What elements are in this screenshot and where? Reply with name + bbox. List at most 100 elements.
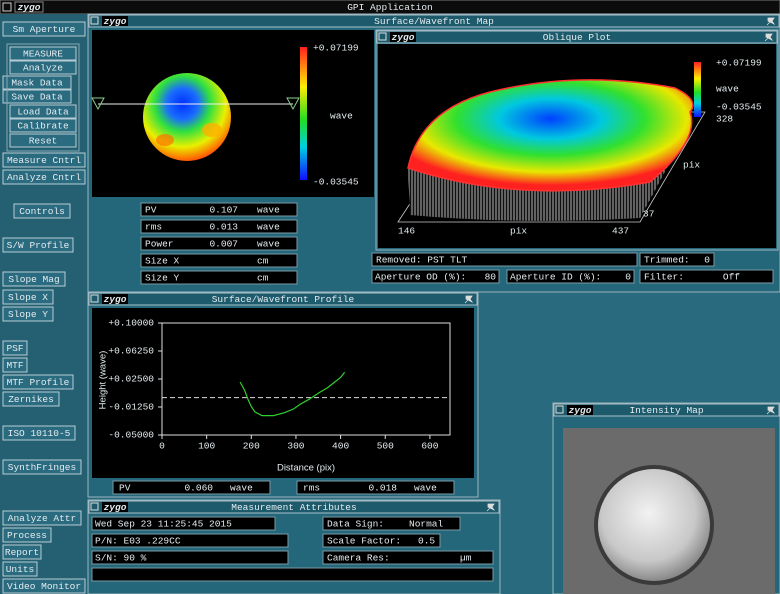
sidebar-button[interactable] xyxy=(2,289,54,305)
stat-unit: wave xyxy=(414,483,437,494)
stat-field xyxy=(112,480,271,495)
sidebar-button[interactable] xyxy=(2,425,76,441)
oblique-y-max: 328 xyxy=(716,114,733,125)
sidebar-button[interactable] xyxy=(2,459,82,475)
stat-unit: wave xyxy=(257,205,280,216)
sidebar-button-label: Report xyxy=(5,547,39,558)
map-blob xyxy=(202,123,222,137)
oblique-y-label: pix xyxy=(683,160,700,171)
logo-box xyxy=(567,405,593,415)
sidebar-button-label: Measure Cntrl xyxy=(7,155,81,166)
logo-box xyxy=(390,32,416,42)
window-title: Oblique Plot xyxy=(543,32,611,43)
pin-icon[interactable] xyxy=(486,503,496,512)
sidebar-button[interactable] xyxy=(13,203,71,219)
sidebar-button[interactable] xyxy=(9,104,77,119)
close-box[interactable] xyxy=(555,405,564,414)
stat-label: Size X xyxy=(145,256,180,267)
pin-icon[interactable] xyxy=(464,295,474,304)
sidebar-button-label: MTF xyxy=(6,360,23,371)
logo-box xyxy=(14,1,44,13)
colorbar xyxy=(300,47,307,180)
sidebar-button[interactable] xyxy=(2,75,72,90)
close-box[interactable] xyxy=(90,502,99,511)
trimmed-field xyxy=(639,252,715,267)
window-title: Intensity Map xyxy=(629,405,703,416)
stat-field xyxy=(140,270,298,285)
y-tick-label: +0.02500 xyxy=(108,374,154,385)
x-tick-label: 600 xyxy=(421,441,438,452)
sidebar-button[interactable] xyxy=(2,578,86,594)
sidebar-button[interactable] xyxy=(2,357,28,373)
data-sign-value: Normal xyxy=(409,519,444,530)
oblique-cb-unit: wave xyxy=(716,84,739,95)
sidebar-button[interactable] xyxy=(9,118,77,133)
camera-res-label: Camera Res: xyxy=(327,553,390,564)
sidebar-button[interactable] xyxy=(9,46,77,61)
oblique-x-min: 146 xyxy=(398,226,415,237)
note-field xyxy=(91,567,494,582)
sidebar-button[interactable] xyxy=(2,340,28,356)
close-box[interactable] xyxy=(2,2,12,12)
stat-label: PV xyxy=(145,205,157,216)
sidebar-button[interactable] xyxy=(2,271,66,287)
sidebar-button[interactable] xyxy=(2,306,54,322)
stat-unit: cm xyxy=(257,273,269,284)
y-tick-label: -0.05000 xyxy=(108,430,154,441)
cut-handle[interactable] xyxy=(91,97,105,111)
close-box[interactable] xyxy=(90,294,99,303)
sidebar-button[interactable] xyxy=(2,374,74,390)
x-tick-label: 500 xyxy=(377,441,394,452)
sidebar-button-label: Analyze xyxy=(23,63,63,74)
sidebar-button[interactable] xyxy=(2,237,74,253)
window-title: Measurement Attributes xyxy=(231,502,356,513)
oblique-cb-min: -0.03545 xyxy=(716,102,762,113)
pin-icon[interactable] xyxy=(766,17,776,26)
x-tick-label: 300 xyxy=(287,441,304,452)
sidebar-button[interactable] xyxy=(2,89,72,104)
aperture-id-label: Aperture ID (%): xyxy=(510,272,601,283)
pin-icon[interactable] xyxy=(764,33,774,42)
x-tick-label: 0 xyxy=(159,441,165,452)
sidebar-button[interactable] xyxy=(2,527,52,543)
sidebar-button[interactable] xyxy=(2,510,82,526)
close-box[interactable] xyxy=(378,32,387,41)
stat-label: rms xyxy=(303,483,320,494)
sidebar-button-label: MTF Profile xyxy=(7,377,70,388)
stat-field xyxy=(140,219,298,234)
logo: zygo xyxy=(104,294,127,305)
sidebar-button-label: Reset xyxy=(29,136,58,147)
app-title: GPI Application xyxy=(347,2,433,13)
sidebar-button-label: Controls xyxy=(19,206,65,217)
close-box[interactable] xyxy=(90,16,99,25)
removed: Removed: PST TLT xyxy=(376,255,468,266)
x-tick-label: 400 xyxy=(332,441,349,452)
stat-value: 0.013 xyxy=(209,222,238,233)
pin-icon[interactable] xyxy=(766,406,776,415)
stat-unit: wave xyxy=(230,483,253,494)
cut-handle[interactable] xyxy=(286,97,300,111)
sidebar-button[interactable] xyxy=(2,561,38,577)
window-title-bar xyxy=(88,14,780,28)
sidebar-button[interactable] xyxy=(2,152,86,168)
sidebar-button[interactable] xyxy=(2,21,86,37)
stat-label: Size Y xyxy=(145,273,180,284)
stat-label: PV xyxy=(119,483,131,494)
surface-top xyxy=(407,79,694,192)
sidebar-button-label: Save Data xyxy=(11,92,63,103)
sidebar-button[interactable] xyxy=(2,169,86,185)
y-tick-label: +0.10000 xyxy=(108,318,154,329)
sidebar-button[interactable] xyxy=(9,60,77,75)
scale-factor-label: Scale Factor: xyxy=(327,536,401,547)
logo: zygo xyxy=(569,405,592,416)
sidebar-button[interactable] xyxy=(2,391,60,407)
window-title-bar xyxy=(88,292,478,306)
sidebar-button-label: S/W Profile xyxy=(7,240,70,251)
logo: zygo xyxy=(104,502,127,513)
logo: zygo xyxy=(392,32,415,43)
sidebar-button-label: Calibrate xyxy=(17,121,69,132)
camera-res-field xyxy=(322,550,494,565)
sidebar-button[interactable] xyxy=(2,544,42,560)
sidebar-button[interactable] xyxy=(9,133,77,148)
